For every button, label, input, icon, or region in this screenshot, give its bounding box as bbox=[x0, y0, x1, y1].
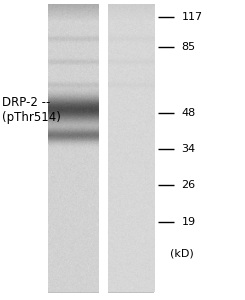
Text: 48: 48 bbox=[182, 107, 196, 118]
Text: 26: 26 bbox=[182, 179, 196, 190]
Text: DRP-2 --: DRP-2 -- bbox=[2, 95, 50, 109]
Text: 34: 34 bbox=[182, 143, 196, 154]
Text: 117: 117 bbox=[182, 11, 203, 22]
Text: (pThr514): (pThr514) bbox=[2, 110, 61, 124]
Text: 19: 19 bbox=[182, 217, 196, 227]
Text: 85: 85 bbox=[182, 41, 196, 52]
Text: (kD): (kD) bbox=[170, 248, 194, 259]
Bar bbox=[48, 4, 99, 292]
Bar bbox=[108, 4, 155, 292]
